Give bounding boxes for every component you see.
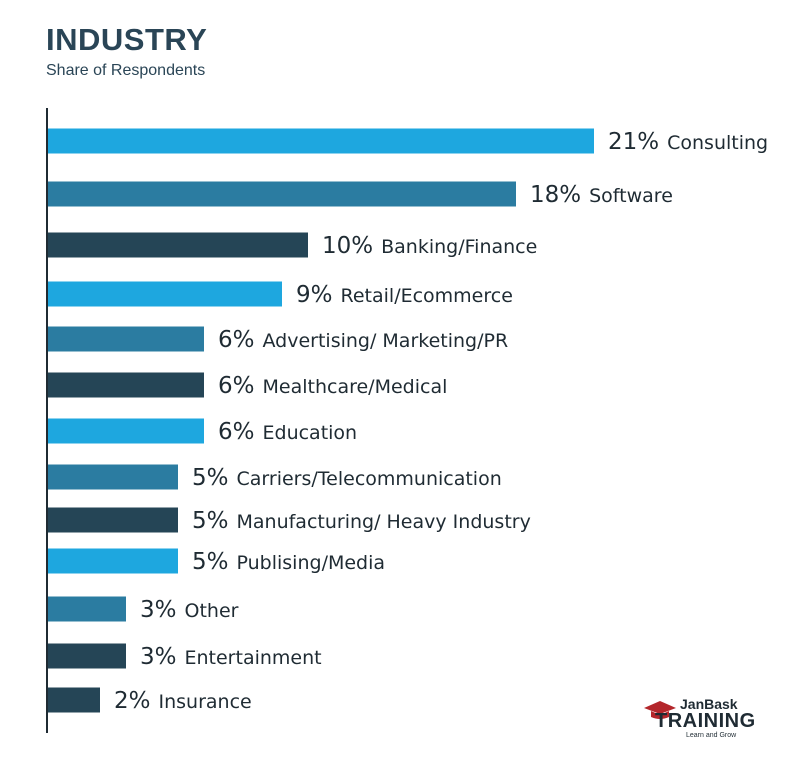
category-label: Other	[185, 600, 239, 622]
bar-label: 18% Software	[530, 182, 673, 208]
value-label: 5%	[192, 465, 229, 491]
logo-brand-top: JanBask	[680, 696, 738, 712]
bar-label: 9% Retail/Ecommerce	[296, 282, 513, 308]
bar	[48, 181, 516, 207]
value-label: 21%	[608, 129, 659, 155]
bar	[48, 128, 594, 154]
bar	[48, 596, 126, 622]
bar	[48, 326, 204, 352]
value-label: 18%	[530, 182, 581, 208]
value-label: 3%	[140, 597, 177, 623]
category-label: Mealthcare/Medical	[263, 376, 448, 398]
category-label: Software	[589, 185, 673, 207]
bar-label: 5% Manufacturing/ Heavy Industry	[192, 508, 531, 534]
category-label: Publising/Media	[237, 552, 386, 574]
category-label: Advertising/ Marketing/PR	[263, 330, 509, 352]
value-label: 10%	[322, 233, 373, 259]
value-label: 6%	[218, 327, 255, 353]
bar	[48, 232, 308, 258]
bar-label: 10% Banking/Finance	[322, 233, 537, 259]
category-label: Consulting	[667, 132, 768, 154]
bar-label: 5% Publising/Media	[192, 549, 385, 575]
category-label: Insurance	[159, 691, 252, 713]
logo-brand-main: TRAINING	[655, 710, 756, 732]
bar	[48, 418, 204, 444]
category-label: Banking/Finance	[381, 236, 537, 258]
chart-title: INDUSTRY	[46, 22, 208, 57]
value-label: 3%	[140, 644, 177, 670]
value-label: 2%	[114, 688, 151, 714]
bar	[48, 372, 204, 398]
bar-label: 6% Education	[218, 419, 357, 445]
bar	[48, 687, 100, 713]
bar-label: 6% Mealthcare/Medical	[218, 373, 447, 399]
bar	[48, 643, 126, 669]
graduation-cap-icon	[644, 701, 676, 719]
bar	[48, 464, 178, 490]
category-label: Manufacturing/ Heavy Industry	[237, 511, 531, 533]
category-label: Entertainment	[185, 647, 322, 669]
janbask-logo: JanBask TRAINING Learn and Grow	[640, 696, 768, 742]
value-label: 5%	[192, 549, 229, 575]
bar-label: 3% Entertainment	[140, 644, 322, 670]
category-label: Carriers/Telecommunication	[237, 468, 502, 490]
bar-label: 21% Consulting	[608, 129, 768, 155]
chart-subtitle: Share of Respondents	[46, 62, 206, 79]
bar-label: 3% Other	[140, 597, 239, 623]
value-label: 5%	[192, 508, 229, 534]
bar	[48, 507, 178, 533]
bar-label: 2% Insurance	[114, 688, 252, 714]
bar	[48, 548, 178, 574]
category-label: Education	[263, 422, 358, 444]
bar	[48, 281, 282, 307]
value-label: 9%	[296, 282, 333, 308]
value-label: 6%	[218, 419, 255, 445]
value-label: 6%	[218, 373, 255, 399]
category-label: Retail/Ecommerce	[341, 285, 513, 307]
bar-label: 6% Advertising/ Marketing/PR	[218, 327, 508, 353]
logo-tagline: Learn and Grow	[686, 732, 737, 739]
bar-label: 5% Carriers/Telecommunication	[192, 465, 502, 491]
